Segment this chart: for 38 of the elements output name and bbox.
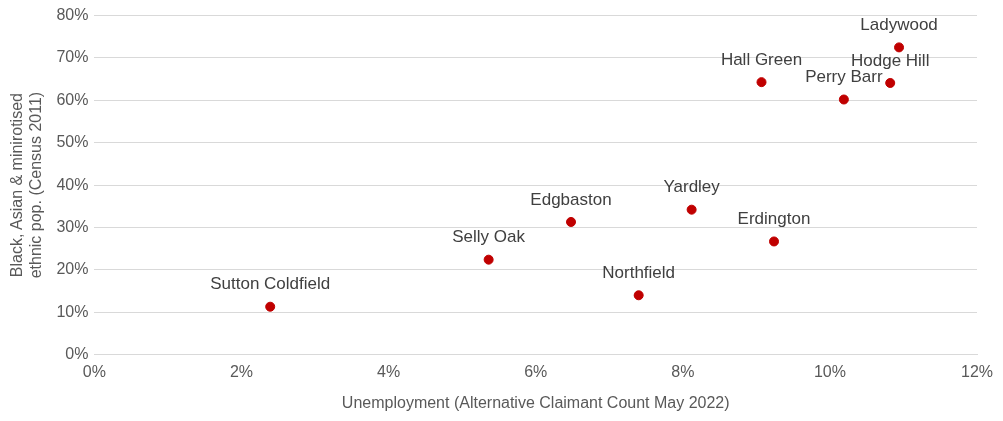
- x-tick-label: 6%: [524, 362, 548, 380]
- annotation: Ladywood: [860, 15, 938, 35]
- x-tick-label: 8%: [671, 362, 695, 380]
- x-tick-label: 10%: [813, 362, 846, 380]
- y-tick-label: 70%: [56, 48, 89, 66]
- point: [633, 290, 644, 301]
- annotation: Yardley: [663, 177, 721, 197]
- point: [885, 77, 896, 88]
- y-tick-label: 40%: [56, 175, 89, 193]
- annotation: Edgbaston: [530, 189, 612, 209]
- annotation: Northfield: [602, 262, 676, 282]
- y-tick-label: 30%: [56, 217, 89, 235]
- y-axis-title: Black, Asian & minirotised ethnic pop. (Census 2011): [8, 91, 45, 279]
- x-tick-label: 12%: [960, 362, 994, 380]
- y-tick-label: 0%: [65, 345, 89, 363]
- point: [566, 216, 577, 227]
- point: [838, 94, 849, 105]
- x-tick-label: 0%: [82, 362, 106, 380]
- x-tick-label: 2%: [229, 362, 254, 380]
- annotation: Hall Green: [720, 49, 803, 69]
- point: [686, 204, 697, 215]
- y-tick-label: 50%: [56, 133, 89, 151]
- x-axis-title: Unemployment (Alternative Claimant Count May 2022): [341, 393, 730, 411]
- point: [483, 254, 494, 265]
- annotation: Hodge Hill: [851, 50, 930, 70]
- annotation: Sutton Coldfield: [210, 274, 331, 294]
- y-tick-label: 80%: [56, 6, 89, 24]
- point: [894, 42, 905, 53]
- y-tick-label: 10%: [56, 302, 89, 320]
- y-tick-label: 60%: [56, 90, 89, 108]
- annotation: Selly Oak: [452, 227, 526, 247]
- annotation: Erdington: [737, 209, 811, 229]
- point: [265, 301, 276, 312]
- point: [769, 236, 780, 247]
- y-tick-label: 20%: [56, 260, 89, 278]
- x-tick-label: 4%: [377, 362, 401, 380]
- point: [756, 77, 767, 88]
- annotation: Perry Barr: [805, 67, 883, 87]
